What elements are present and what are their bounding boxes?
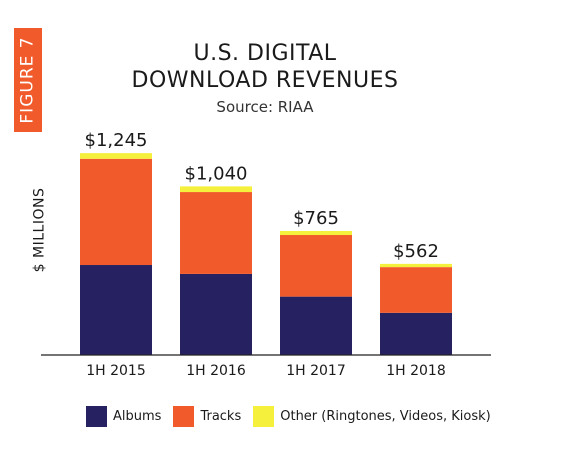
bar-segment-albums-0	[80, 265, 152, 355]
bar-segment-albums-1	[180, 273, 252, 355]
chart-title-line-2: DOWNLOAD REVENUES	[131, 68, 399, 93]
bar-segment-albums-3	[380, 312, 452, 355]
legend-swatch-albums	[86, 405, 107, 427]
bar-segment-other-1	[180, 186, 252, 193]
legend-item-albums: Albums	[86, 405, 162, 427]
chart-title: U.S. DIGITAL DOWNLOAD REVENUES	[90, 40, 440, 94]
figure-tag: FIGURE 7	[14, 28, 42, 132]
bar-total-label-3: $562	[393, 241, 439, 262]
chart-title-line-1: U.S. DIGITAL	[193, 41, 337, 66]
bar-segment-other-3	[380, 263, 452, 268]
bar-total-label-2: $765	[293, 208, 339, 229]
bar-segment-tracks-0	[80, 158, 152, 266]
bar-segment-other-0	[80, 153, 152, 159]
x-tick-label-2: 1H 2017	[286, 363, 346, 379]
bar-segment-tracks-2	[280, 235, 352, 297]
bar-total-label-1: $1,040	[185, 163, 248, 184]
x-tick-label-3: 1H 2018	[386, 363, 446, 379]
bar-segment-tracks-3	[380, 267, 452, 313]
chart-subtitle: Source: RIAA	[216, 98, 314, 116]
legend-swatch-other	[253, 405, 275, 427]
x-tick-label-1: 1H 2016	[186, 363, 246, 379]
legend-item-tracks: Tracks	[173, 405, 242, 427]
legend-item-other: Other (Ringtones, Videos, Kiosk)	[253, 405, 491, 427]
bar-segment-tracks-1	[180, 192, 252, 274]
legend-label-albums: Albums	[113, 408, 162, 424]
bar-total-label-0: $1,245	[85, 130, 148, 151]
x-tick-label-0: 1H 2015	[86, 363, 146, 379]
bar-segment-other-2	[280, 230, 352, 236]
bar-segment-albums-2	[280, 296, 352, 355]
legend-swatch-tracks	[173, 405, 195, 427]
legend: Albums Tracks Other (Ringtones, Videos, …	[86, 404, 503, 428]
legend-label-tracks: Tracks	[200, 408, 242, 424]
legend-label-other: Other (Ringtones, Videos, Kiosk)	[280, 408, 491, 424]
